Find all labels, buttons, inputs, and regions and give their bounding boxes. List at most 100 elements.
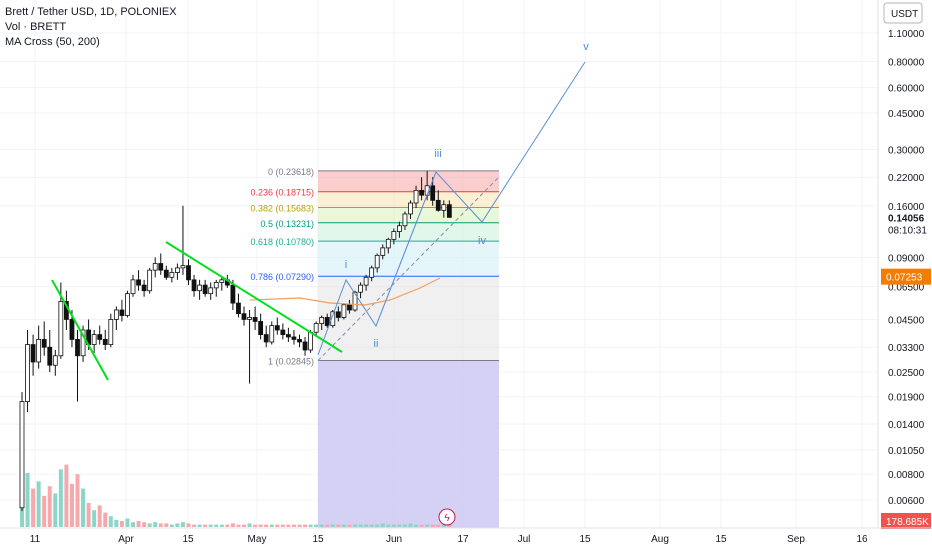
volume-bar (425, 524, 430, 527)
volume-bar (297, 524, 302, 527)
volume-value-label: 178.685K (881, 513, 931, 529)
volume-bar (303, 524, 308, 527)
volume-bar (36, 481, 41, 527)
volume-bar (253, 524, 258, 527)
volume-bar (53, 493, 58, 527)
volume-bar (114, 519, 119, 527)
volume-bars: ϟ (20, 413, 456, 527)
volume-bar (180, 522, 185, 527)
candle-body (25, 344, 30, 402)
volume-bar (242, 524, 246, 527)
y-tick-label: 0.09000 (888, 253, 925, 264)
volume-bar (230, 523, 235, 527)
candle-body (180, 265, 186, 269)
candlesticks (19, 170, 452, 512)
fib-zone (318, 170, 499, 192)
candle-body (97, 334, 103, 340)
x-tick-label: 15 (715, 534, 727, 545)
ma-price-label: 0.07253 (881, 268, 931, 285)
candle-body (380, 247, 386, 256)
volume-bar (153, 522, 158, 527)
volume-bar (214, 524, 219, 527)
lightning-icon: ϟ (438, 508, 456, 526)
y-tick-label: 0.04500 (888, 315, 925, 326)
candle-body (136, 279, 141, 286)
fib-level-label: 0.5 (0.13231) (260, 219, 314, 229)
downtrend-line-2 (165, 241, 343, 353)
candle-body (119, 309, 125, 316)
candle-body (19, 401, 25, 509)
legend-ma-cross: MA Cross (50, 200) (5, 36, 100, 48)
candle-body (152, 263, 158, 271)
fib-zone-extension (318, 360, 499, 528)
lightning-icon-ring (438, 508, 456, 526)
volume-bar (308, 524, 313, 527)
volume-bar (408, 523, 413, 527)
candle-body (186, 265, 191, 281)
y-tick-label: 0.60000 (888, 83, 925, 94)
candle-body (113, 309, 119, 320)
fib-zone (318, 222, 499, 242)
volume-bar (25, 473, 30, 527)
volume-bar (92, 510, 97, 527)
volume-bar (131, 522, 135, 527)
volume-bar (291, 524, 296, 527)
volume-bar (447, 524, 452, 527)
volume-bar (330, 524, 335, 527)
countdown-value: 08:10:31 (888, 225, 927, 236)
candle-body (324, 317, 330, 327)
trendlines (51, 241, 343, 381)
y-tick-label: 1.10000 (888, 29, 925, 40)
x-tick-label: Sep (787, 534, 805, 545)
candle-body (158, 263, 164, 271)
candle-body (419, 189, 425, 196)
volume-bar (386, 524, 391, 527)
x-tick-label: Apr (118, 534, 134, 545)
candle-body (80, 329, 86, 357)
candle-body (330, 311, 336, 327)
fib-level-label: 0.786 (0.07290) (250, 272, 314, 282)
candle-body (435, 199, 441, 211)
volume-bar (225, 524, 230, 527)
candle-body (241, 313, 247, 320)
last-price-value: 0.14056 (888, 213, 925, 224)
volume-bar (142, 522, 147, 527)
volume-bar (258, 524, 263, 527)
wave-label-ii: ii (374, 338, 379, 350)
candle-body (446, 204, 452, 218)
volume-bar (47, 486, 52, 527)
fib-zone (318, 276, 499, 361)
fib-level-label: 0.618 (0.10780) (250, 237, 314, 247)
y-tick-label: 0.02500 (888, 368, 925, 379)
fib-level-label: 1 (0.02845) (268, 357, 314, 367)
candle-body (236, 302, 241, 315)
candle-body (280, 329, 286, 335)
x-tick-label: Jun (386, 534, 402, 545)
legend-volume: Vol · BRETT (5, 21, 67, 33)
candle-body (41, 339, 47, 348)
volume-bar (208, 524, 213, 527)
wave-guide (375, 171, 437, 327)
fib-zone (318, 207, 499, 223)
candle-body (130, 279, 136, 295)
candle-body (413, 189, 419, 204)
volume-bar (319, 524, 324, 527)
ma-200-line (249, 277, 441, 306)
x-tick-label: 15 (579, 534, 591, 545)
y-tick-label: 0.00800 (888, 470, 925, 481)
volume-bar (197, 524, 202, 527)
volume-bar (203, 524, 208, 527)
candle-body (341, 304, 347, 318)
candle-body (91, 334, 97, 345)
x-tick-label: 16 (856, 534, 868, 545)
candle-body (125, 293, 130, 316)
volume-bar (119, 521, 124, 527)
candle-body (313, 323, 319, 333)
candle-body (47, 346, 53, 366)
volume-bar (269, 524, 274, 527)
currency-label: USDT (891, 9, 918, 20)
volume-value: 178.685K (886, 517, 929, 528)
volume-bar (275, 524, 280, 527)
